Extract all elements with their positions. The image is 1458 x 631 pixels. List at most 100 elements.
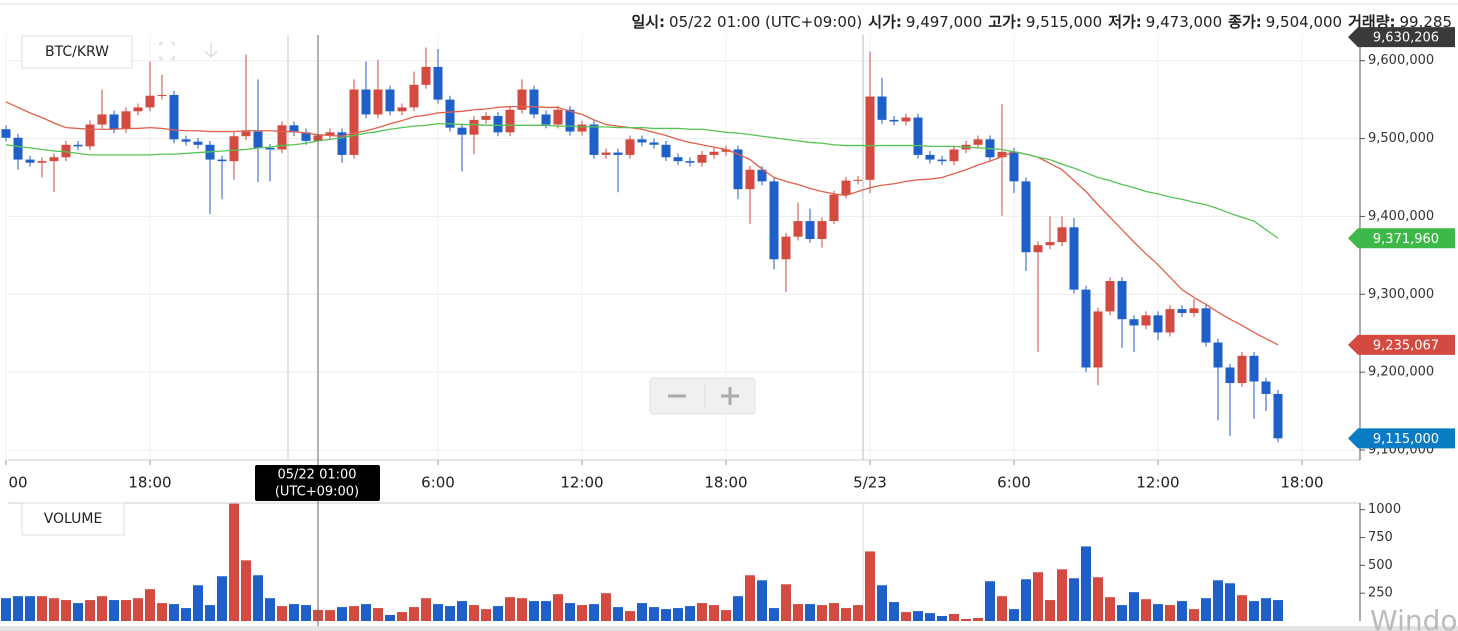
scrollbar[interactable] xyxy=(0,626,1458,631)
volume-bar xyxy=(1021,579,1031,621)
volume-bar xyxy=(1045,600,1055,621)
candle-body xyxy=(589,124,599,155)
zoom-in[interactable] xyxy=(721,387,739,405)
moving-average xyxy=(5,123,1279,239)
volume-bar xyxy=(1177,601,1187,621)
candle-body xyxy=(841,180,851,195)
candle-body xyxy=(1009,151,1019,182)
info-label: 일시: xyxy=(631,13,666,31)
volume-bar xyxy=(769,608,779,621)
candle-body xyxy=(517,89,527,110)
candle-body xyxy=(577,124,587,132)
x-tick-label: 12:00 xyxy=(560,474,603,492)
info-value: 9,515,000 xyxy=(1025,13,1103,31)
candle-body xyxy=(301,132,311,141)
candle-body xyxy=(1069,227,1079,290)
volume-bar xyxy=(1273,600,1283,621)
volume-bar xyxy=(757,580,767,621)
candle-body xyxy=(1189,308,1199,313)
crosshair-time: 05/22 01:00 xyxy=(277,468,356,483)
candle-body xyxy=(625,139,635,155)
volume-bar xyxy=(985,581,995,621)
candle-body xyxy=(1213,342,1223,368)
y-tick-label: 500 xyxy=(1368,558,1393,573)
symbol-box xyxy=(21,35,133,69)
volume-bar xyxy=(1261,598,1271,621)
volume-bar xyxy=(241,560,251,621)
candle-body xyxy=(721,149,731,152)
volume-bar xyxy=(1033,572,1043,621)
info-label: 거래량: xyxy=(1348,13,1396,31)
candle-body xyxy=(265,147,275,150)
volume-bar xyxy=(253,575,263,621)
price-tag-label: 9,235,067 xyxy=(1373,338,1439,353)
volume-bar xyxy=(373,608,383,621)
volume-bar xyxy=(301,605,311,621)
volume-bar xyxy=(97,596,107,621)
volume-bar xyxy=(61,600,71,621)
price-tag xyxy=(1348,27,1455,48)
info-value: 9,504,000 xyxy=(1265,13,1343,31)
candle-body xyxy=(853,179,863,181)
volume-bar xyxy=(1093,577,1103,621)
y-tick-label: 9,200,000 xyxy=(1368,365,1434,380)
candle-body xyxy=(73,144,83,147)
volume-bar xyxy=(625,611,635,621)
volume-bar xyxy=(157,603,167,621)
info-label: 종가: xyxy=(1228,13,1262,31)
volume-bar xyxy=(613,607,623,621)
candle-body xyxy=(169,94,179,140)
volume-bar xyxy=(709,605,719,621)
symbol-label: BTC/KRW xyxy=(45,44,109,60)
info-header: 일시: 05/22 01:00 (UTC+09:00) 시가: 9,497,000 고가… xyxy=(625,11,1452,32)
volume-bar xyxy=(397,612,407,621)
candle-body xyxy=(145,95,155,108)
volume-bar xyxy=(349,606,359,621)
volume-bar xyxy=(181,608,191,621)
info-label: 시가: xyxy=(868,13,902,31)
volume-bar xyxy=(289,604,299,621)
toolbar-icons[interactable] xyxy=(159,42,218,60)
y-tick-label: 250 xyxy=(1368,586,1393,601)
volume-bar xyxy=(721,610,731,621)
candle-body xyxy=(217,159,227,162)
y-tick-label: 1000 xyxy=(1368,502,1401,517)
volume-bar xyxy=(793,604,803,621)
volume-bar xyxy=(505,597,515,621)
y-tick-label: 9,300,000 xyxy=(1368,287,1434,302)
candle-body xyxy=(817,221,827,240)
volume-bar xyxy=(553,594,563,621)
info-value: 05/22 01:00 (UTC+09:00) xyxy=(669,13,863,31)
volume-bar xyxy=(325,610,335,621)
price-tag xyxy=(1348,228,1455,249)
volume-bar xyxy=(481,609,491,621)
volume-bar xyxy=(1081,546,1091,621)
volume-bar xyxy=(961,618,971,621)
candle-body xyxy=(349,89,359,155)
candle-body xyxy=(289,125,299,133)
fullscreen-icon[interactable] xyxy=(159,42,175,60)
volume-bar xyxy=(385,614,395,621)
candle-body xyxy=(85,124,95,147)
volume-bar xyxy=(193,585,203,621)
volume-bar xyxy=(265,598,275,621)
volume-label: VOLUME xyxy=(44,511,103,527)
candle-body xyxy=(913,117,923,155)
volume-bar xyxy=(589,604,599,621)
volume-bar xyxy=(529,601,539,621)
volume-bar xyxy=(421,598,431,621)
x-tick-label: 6:00 xyxy=(421,474,455,492)
volume-bar xyxy=(1009,609,1019,621)
volume-bar xyxy=(493,606,503,621)
download-icon[interactable] xyxy=(204,43,218,59)
candle-body xyxy=(1033,245,1043,253)
volume-bar xyxy=(889,602,899,621)
volume-bar xyxy=(1153,604,1163,621)
volume-bar xyxy=(37,596,47,621)
volume-bar xyxy=(1,598,11,621)
volume-bar xyxy=(1249,601,1259,621)
candle-body xyxy=(229,136,239,162)
candle-body xyxy=(829,194,839,222)
volume-bar xyxy=(877,585,887,621)
